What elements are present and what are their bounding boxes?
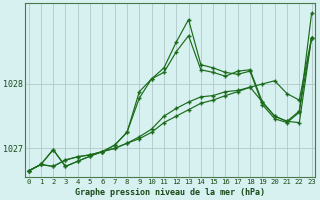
X-axis label: Graphe pression niveau de la mer (hPa): Graphe pression niveau de la mer (hPa): [75, 188, 265, 197]
